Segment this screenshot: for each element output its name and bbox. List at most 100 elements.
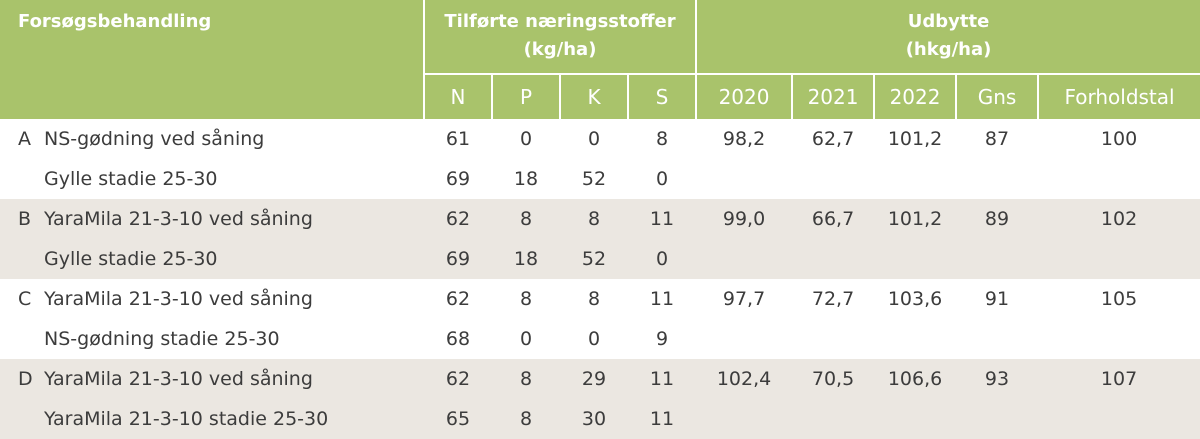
subheader-row: N P K S 2020 2021 2022 Gns Forholdstal xyxy=(0,73,1200,119)
s-cell: 0 xyxy=(628,239,697,279)
yield-2020-cell: 98,2 xyxy=(722,128,766,150)
treatment-cell: Gylle stadie 25-30 xyxy=(44,239,424,279)
s-cell: 0 xyxy=(655,168,669,190)
header-row: Forsøgsbehandling Tilførte næringsstoffe… xyxy=(0,0,1200,74)
subheader-p: P xyxy=(492,73,561,119)
yield-2021-cell: 62,7 xyxy=(811,128,855,150)
p-cell: 8 xyxy=(492,399,560,439)
gns-cell: 87 xyxy=(984,128,1010,150)
k-cell: 8 xyxy=(587,288,601,310)
table-row: C YaraMila 21-3-10 ved såning 62 8 8 11 … xyxy=(0,279,1200,319)
group-letter-empty xyxy=(0,159,44,199)
header-yield-unit: (hkg/ha) xyxy=(905,39,992,60)
yield-2022-cell: 106,6 xyxy=(874,359,957,399)
group-letter-empty xyxy=(0,239,44,279)
treatment-cell: YaraMila 21-3-10 ved såning xyxy=(44,359,424,399)
subheader-n: N xyxy=(424,73,493,119)
subheader-k: K xyxy=(560,73,629,119)
p-cell: 8 xyxy=(519,288,533,310)
header-nutrients-unit: (kg/ha) xyxy=(523,39,597,60)
subheader-forholdstal: Forholdstal xyxy=(1038,73,1200,119)
yield-empty xyxy=(696,239,1200,279)
subheader-gns: Gns xyxy=(956,73,1040,119)
p-cell: 8 xyxy=(492,359,560,399)
n-cell: 69 xyxy=(424,239,492,279)
s-cell: 11 xyxy=(628,359,697,399)
yield-2021-cell: 66,7 xyxy=(792,199,875,239)
header-yield-title: Udbytte xyxy=(907,11,990,32)
s-cell: 9 xyxy=(655,328,669,350)
s-cell: 11 xyxy=(649,288,675,310)
yield-empty xyxy=(696,159,1200,199)
gns-cell: 89 xyxy=(956,199,1039,239)
treatment-cell: YaraMila 21-3-10 ved såning xyxy=(44,199,424,239)
table-row: Gylle stadie 25-30 69 18 52 0 xyxy=(0,239,1200,279)
treatment-cell: NS-gødning stadie 25-30 xyxy=(44,328,280,350)
k-cell: 52 xyxy=(581,168,607,190)
table-row: B YaraMila 21-3-10 ved såning 62 8 8 11 … xyxy=(0,199,1200,239)
subheader-2020: 2020 xyxy=(696,73,794,119)
table-row: Gylle stadie 25-30 69 18 52 0 xyxy=(0,159,1200,199)
treatment-cell: NS-gødning ved såning xyxy=(44,128,265,150)
s-cell: 11 xyxy=(628,399,697,439)
p-cell: 8 xyxy=(492,199,560,239)
group-letter: C xyxy=(18,288,32,310)
group-letter-empty xyxy=(0,319,44,359)
treatment-cell: YaraMila 21-3-10 ved såning xyxy=(44,288,313,310)
n-cell: 65 xyxy=(424,399,492,439)
header-nutrients: Tilførte næringsstoffer (kg/ha) xyxy=(424,0,698,74)
forholdstal-cell: 105 xyxy=(1100,288,1138,310)
subheader-2021: 2021 xyxy=(792,73,876,119)
k-cell: 29 xyxy=(560,359,628,399)
subheader-blank xyxy=(0,74,425,119)
treatment-cell: YaraMila 21-3-10 stadie 25-30 xyxy=(44,399,424,439)
yield-2021-cell: 72,7 xyxy=(811,288,855,310)
p-cell: 18 xyxy=(513,168,539,190)
n-cell: 62 xyxy=(424,199,492,239)
p-cell: 0 xyxy=(519,328,533,350)
subheader-s: S xyxy=(628,73,698,119)
table-row: YaraMila 21-3-10 stadie 25-30 65 8 30 11 xyxy=(0,399,1200,439)
group-letter: B xyxy=(0,199,44,239)
table-row: D YaraMila 21-3-10 ved såning 62 8 29 11… xyxy=(0,359,1200,399)
table-row: NS-gødning stadie 25-30 68 0 0 9 xyxy=(0,319,1200,359)
forholdstal-cell: 102 xyxy=(1038,199,1200,239)
k-cell: 8 xyxy=(560,199,628,239)
yield-empty xyxy=(696,399,1200,439)
yield-2020-cell: 97,7 xyxy=(722,288,766,310)
n-cell: 68 xyxy=(445,328,471,350)
group-letter: A xyxy=(18,128,31,150)
yield-empty xyxy=(696,319,1200,359)
k-cell: 0 xyxy=(587,128,601,150)
s-cell: 11 xyxy=(628,199,697,239)
n-cell: 62 xyxy=(445,288,471,310)
group-letter-empty xyxy=(0,399,44,439)
p-cell: 0 xyxy=(519,128,533,150)
gns-cell: 93 xyxy=(956,359,1039,399)
k-cell: 0 xyxy=(587,328,601,350)
forholdstal-cell: 100 xyxy=(1100,128,1138,150)
k-cell: 30 xyxy=(560,399,628,439)
yield-2022-cell: 101,2 xyxy=(874,199,957,239)
header-treatment: Forsøgsbehandling xyxy=(0,0,425,74)
yield-2020-cell: 99,0 xyxy=(696,199,793,239)
gns-cell: 91 xyxy=(984,288,1010,310)
s-cell: 8 xyxy=(655,128,669,150)
subheader-2022: 2022 xyxy=(874,73,958,119)
forholdstal-cell: 107 xyxy=(1038,359,1200,399)
yield-2020-cell: 102,4 xyxy=(696,359,793,399)
yield-2022-cell: 101,2 xyxy=(887,128,943,150)
n-cell: 61 xyxy=(445,128,471,150)
yield-2021-cell: 70,5 xyxy=(792,359,875,399)
header-yield: Udbytte (hkg/ha) xyxy=(696,0,1200,74)
table-row: A NS-gødning ved såning 61 0 0 8 98,2 62… xyxy=(0,119,1200,159)
n-cell: 69 xyxy=(445,168,471,190)
p-cell: 18 xyxy=(492,239,560,279)
treatment-cell: Gylle stadie 25-30 xyxy=(44,168,218,190)
n-cell: 62 xyxy=(424,359,492,399)
header-nutrients-title: Tilførte næringsstoffer xyxy=(444,11,676,32)
yield-2022-cell: 103,6 xyxy=(887,288,943,310)
group-letter: D xyxy=(0,359,44,399)
k-cell: 52 xyxy=(560,239,628,279)
